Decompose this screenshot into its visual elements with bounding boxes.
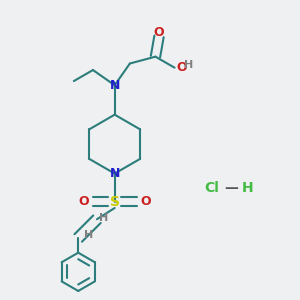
Text: S: S — [110, 194, 120, 208]
Text: N: N — [110, 167, 120, 180]
Text: H: H — [184, 60, 193, 70]
Text: Cl: Cl — [204, 181, 219, 195]
Text: O: O — [78, 195, 89, 208]
Text: H: H — [242, 181, 253, 195]
Text: H: H — [99, 213, 108, 223]
Text: O: O — [154, 26, 164, 39]
Text: O: O — [176, 61, 187, 74]
Text: —: — — [224, 181, 238, 195]
Text: H: H — [84, 230, 93, 240]
Text: N: N — [110, 79, 120, 92]
Text: O: O — [140, 195, 151, 208]
